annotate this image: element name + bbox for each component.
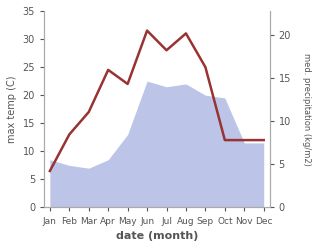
Y-axis label: med. precipitation (kg/m2): med. precipitation (kg/m2) bbox=[302, 53, 311, 166]
Y-axis label: max temp (C): max temp (C) bbox=[7, 75, 17, 143]
X-axis label: date (month): date (month) bbox=[116, 231, 198, 241]
